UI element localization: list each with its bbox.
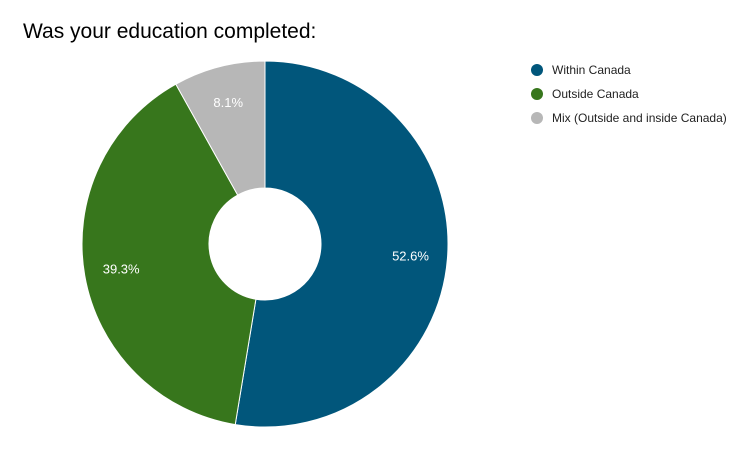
chart-title: Was your education completed:: [23, 20, 317, 43]
slice-mix-outside-and-inside-canada: [175, 60, 266, 196]
slice-within-canada: [234, 60, 449, 428]
legend-swatch-outside-canada: [531, 88, 543, 100]
legend-label-mix-outside-and-inside-canada: Mix (Outside and inside Canada): [552, 111, 727, 125]
slice-label-within-canada: 52.6%: [392, 248, 429, 263]
slice-labels-group: 52.6% 39.3% 8.1%: [103, 95, 430, 276]
legend-item-within-canada: Within Canada: [531, 63, 631, 77]
legend: Within Canada Outside Canada Mix (Outside …: [531, 63, 727, 125]
slices-group: [81, 60, 449, 428]
slice-label-mix-outside-and-inside-canada: 8.1%: [213, 95, 243, 110]
legend-label-within-canada: Within Canada: [552, 63, 631, 77]
legend-swatch-mix-outside-and-inside-canada: [531, 112, 543, 124]
legend-label-outside-canada: Outside Canada: [552, 87, 639, 101]
slice-outside-canada: [81, 83, 257, 426]
legend-item-mix-outside-and-inside-canada: Mix (Outside and inside Canada): [531, 111, 727, 125]
slice-label-outside-canada: 39.3%: [103, 262, 140, 277]
legend-item-outside-canada: Outside Canada: [531, 87, 639, 101]
legend-swatch-within-canada: [531, 64, 543, 76]
